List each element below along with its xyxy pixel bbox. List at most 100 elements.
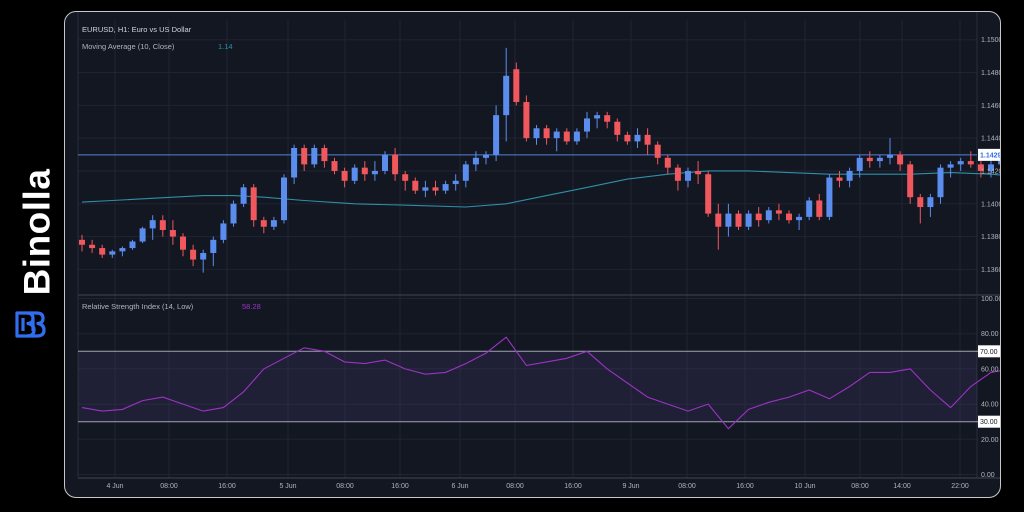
chart-svg[interactable]: 1.150001.148001.146001.144001.142001.140… [65, 12, 1001, 498]
candle-body-down [432, 187, 439, 191]
rsi-band-fill [78, 351, 977, 422]
candle-body-up [887, 154, 893, 158]
candle-body-down [614, 121, 621, 135]
price-tick-label: 1.14200 [981, 168, 1001, 175]
candle-body-up [937, 167, 944, 198]
candle-body-down [816, 200, 823, 217]
time-tick-label: 08:00 [851, 483, 869, 490]
candle-body-down [523, 102, 530, 139]
candle-body-down [301, 147, 308, 165]
time-tick-label: 16:00 [564, 483, 582, 490]
candle-body-up [472, 157, 479, 165]
candle-body-up [452, 180, 459, 185]
candle-body-down [977, 164, 984, 171]
candle-body-down [786, 213, 792, 221]
brand-name: Binolla [16, 168, 58, 296]
candle-body-down [89, 244, 96, 249]
moving-average-value: 1.14 [218, 42, 233, 51]
candle-body-up [139, 228, 146, 242]
rsi-tick-label: 0.00 [981, 472, 995, 479]
candle-body-up [957, 161, 964, 165]
candle-body-up [745, 213, 752, 227]
candle-body-down [543, 128, 550, 139]
candle-body-down [664, 157, 671, 168]
time-tick-label: 16:00 [736, 483, 754, 490]
rsi-lower-label: 30.00 [980, 419, 998, 426]
price-tick-label: 1.14600 [981, 103, 1001, 110]
rsi-upper-badge [978, 345, 1000, 358]
binolla-logo-icon [15, 311, 46, 338]
rsi-tick-label: 80.00 [981, 331, 999, 338]
time-tick-label: 16:00 [391, 483, 409, 490]
candle-body-up [826, 177, 833, 217]
candle-body-down [321, 147, 328, 162]
candle-body-up [876, 157, 883, 162]
price-tick-label: 1.13800 [981, 234, 1001, 241]
candle-body-down [654, 144, 661, 158]
candle-body-up [351, 167, 358, 181]
candle-body-up [765, 210, 772, 221]
candle-body-down [513, 69, 520, 103]
candle-body-up [483, 154, 489, 158]
candle-body-up [927, 197, 934, 208]
candles [79, 47, 1000, 273]
candle-body-up [281, 177, 287, 221]
time-tick-label: 08:00 [506, 483, 524, 490]
candle-body-down [866, 157, 873, 162]
price-tick-label: 1.15000 [981, 37, 1001, 44]
candle-body-down [715, 213, 722, 227]
candle-body-up [634, 134, 641, 142]
candle-body-up [947, 164, 954, 168]
time-tick-label: 08:00 [160, 483, 178, 490]
candle-body-up [796, 216, 803, 221]
time-tick-label: 08:00 [336, 483, 354, 490]
candle-body-down [735, 213, 742, 227]
candle-body-down [331, 161, 338, 171]
candle-body-down [402, 174, 409, 181]
rsi-tick-label: 40.00 [981, 402, 999, 409]
rsi-tick-label: 20.00 [981, 437, 999, 444]
candle-body-up [220, 223, 227, 240]
candle-body-up [988, 164, 994, 171]
candle-body-down [674, 167, 681, 181]
candle-body-down [705, 174, 712, 214]
time-tick-label: 08:00 [678, 483, 696, 490]
rsi-legend: Relative Strength Index (14, Low) [82, 302, 194, 311]
candle-body-down [695, 170, 702, 175]
time-tick-label: 4 Jun [106, 483, 123, 490]
candle-body-up [311, 147, 318, 165]
candle-body-down [159, 220, 166, 231]
moving-average-legend: Moving Average (10, Close) [82, 42, 175, 51]
current-price-badge [978, 148, 1000, 161]
time-tick-label: 16:00 [218, 483, 236, 490]
candle-body-down [361, 167, 368, 175]
candle-body-up [493, 115, 500, 155]
candle-body-up [230, 203, 237, 224]
candle-body-up [553, 131, 560, 139]
candle-body-up [270, 220, 277, 227]
candle-body-down [563, 131, 570, 142]
rsi-tick-label: 60.00 [981, 366, 999, 373]
rsi-lower-badge [978, 415, 1000, 428]
candle-body-up [129, 241, 136, 249]
candle-body-up [533, 128, 540, 139]
chart-title: EURUSD, H1: Euro vs US Dollar [82, 25, 192, 34]
time-tick-label: 6 Jun [451, 483, 468, 490]
candle-body-up [503, 75, 510, 116]
current-price-label: 1.14298 [980, 152, 1001, 159]
time-tick-label: 14:00 [893, 483, 911, 490]
candle-body-up [584, 118, 590, 132]
candle-body-up [725, 213, 732, 227]
time-tick-label: 5 Jun [279, 483, 296, 490]
candle-body-down [604, 115, 611, 122]
price-tick-label: 1.14000 [981, 201, 1001, 208]
grid [78, 20, 977, 478]
candle-body-down [250, 187, 257, 221]
candle-body-down [644, 134, 651, 145]
candle-body-up [846, 170, 853, 181]
candle-body-down [190, 249, 197, 260]
time-tick-label: 10 Jun [794, 483, 815, 490]
candle-body-down [341, 170, 348, 181]
candle-body-up [685, 170, 691, 181]
candle-body-up [119, 248, 126, 252]
